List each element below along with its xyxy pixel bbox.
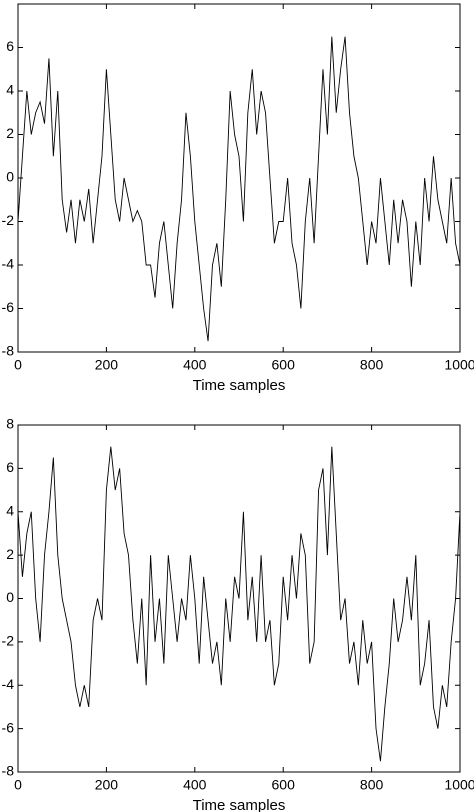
y-tick-label: 4 bbox=[6, 502, 14, 518]
y-tick-label: 2 bbox=[6, 546, 14, 562]
x-tick-label: 800 bbox=[360, 777, 384, 793]
x-tick-label: 200 bbox=[95, 357, 119, 373]
y-tick-label: -8 bbox=[2, 763, 15, 779]
x-tick-label: 1000 bbox=[444, 777, 474, 793]
y-tick-label: 8 bbox=[6, 416, 14, 432]
y-tick-label: 4 bbox=[6, 82, 14, 98]
x-axis-label: Time samples bbox=[193, 377, 286, 394]
y-tick-label: -4 bbox=[2, 256, 15, 272]
x-tick-label: 400 bbox=[183, 357, 207, 373]
y-tick-label: -6 bbox=[2, 299, 15, 315]
y-tick-label: -2 bbox=[2, 212, 15, 228]
x-axis-label: Time samples bbox=[193, 797, 286, 812]
x-tick-label: 0 bbox=[14, 357, 22, 373]
y-tick-label: 6 bbox=[6, 38, 14, 54]
x-tick-label: 0 bbox=[14, 777, 22, 793]
x-tick-label: 600 bbox=[272, 357, 296, 373]
x-tick-label: 1000 bbox=[444, 357, 474, 373]
y-tick-label: -8 bbox=[2, 343, 15, 359]
x-tick-label: 200 bbox=[95, 777, 119, 793]
x-tick-label: 800 bbox=[360, 357, 384, 373]
data-line bbox=[17, 446, 461, 762]
y-tick-label: 0 bbox=[6, 589, 14, 605]
plot-frame bbox=[17, 3, 461, 353]
y-tick-label: 6 bbox=[6, 459, 14, 475]
y-tick-label: 2 bbox=[6, 125, 14, 141]
y-tick-label: 0 bbox=[6, 169, 14, 185]
x-tick-label: 400 bbox=[183, 777, 207, 793]
x-tick-label: 600 bbox=[272, 777, 296, 793]
data-line bbox=[17, 36, 461, 342]
y-tick-label: -4 bbox=[2, 676, 15, 692]
y-tick-label: -6 bbox=[2, 719, 15, 735]
y-tick-label: -2 bbox=[2, 633, 15, 649]
